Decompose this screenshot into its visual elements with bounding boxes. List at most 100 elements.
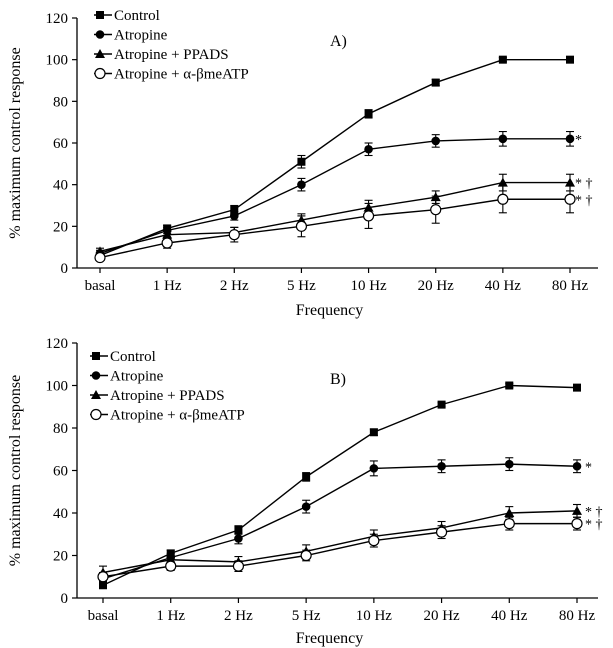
legend-marker [95, 30, 105, 39]
series-line [102, 510, 578, 574]
data-point [566, 55, 574, 64]
data-point [228, 229, 240, 241]
series-line [102, 463, 578, 580]
data-point [234, 534, 243, 543]
data-point [165, 560, 177, 572]
significance-label: * † [585, 505, 603, 520]
y-tick-label: 60 [53, 136, 68, 152]
data-point [234, 526, 243, 534]
x-tick-label: 1 Hz [156, 608, 185, 624]
x-tick-label: 5 Hz [287, 278, 316, 294]
legend-entry: Control [90, 349, 156, 365]
data-point [162, 229, 173, 239]
legend-marker [91, 390, 101, 399]
data-point [498, 55, 507, 64]
x-tick-label: 10 Hz [356, 608, 393, 624]
significance-label: * † [575, 177, 593, 192]
x-tick-label: 40 Hz [491, 608, 528, 624]
x-tick-label: 1 Hz [153, 278, 182, 294]
series-4: * † [97, 516, 603, 583]
x-tick-label: 2 Hz [224, 608, 253, 624]
panel-label: A) [330, 33, 347, 50]
x-tick-label: 20 Hz [423, 608, 460, 624]
data-point [431, 136, 441, 146]
legend-entry: Atropine [90, 369, 164, 385]
legend-marker [96, 11, 104, 19]
legend-label: Atropine + α-βmeATP [110, 408, 245, 424]
data-point [573, 383, 581, 392]
chart-panel-1: 0 20 40 60 80 100 120 basal 1 Hz 2 Hz 5 Hz 10 Hz 20 … [7, 8, 598, 319]
data-point [230, 205, 239, 214]
data-point [430, 204, 442, 216]
data-point [97, 571, 109, 583]
x-tick-label: 40 Hz [485, 278, 522, 294]
legend-label: Control [114, 8, 160, 24]
series-4: * † [94, 185, 593, 264]
data-point [362, 210, 375, 222]
series-2: * [98, 457, 592, 584]
y-axis-label: % maximum control response [7, 47, 24, 239]
data-point [565, 134, 575, 144]
significance-label: * † [585, 518, 603, 533]
series-line [99, 58, 570, 257]
panel-label: B) [330, 371, 346, 388]
legend-marker [95, 49, 105, 58]
y-axis-label: % maximum control response [7, 375, 24, 567]
data-point [505, 381, 514, 390]
x-tick-label: basal [88, 608, 119, 624]
legend-label: Atropine [110, 369, 164, 385]
y-tick-label: 40 [53, 506, 68, 522]
data-point [368, 535, 380, 547]
legend-marker [92, 352, 100, 360]
legend-marker [91, 371, 101, 380]
data-point [364, 109, 373, 118]
data-point [161, 237, 173, 249]
legend-entry: Atropine + α-βmeATP [90, 408, 245, 424]
data-point [431, 78, 440, 87]
x-tick-label: basal [85, 278, 116, 294]
series-line [99, 138, 570, 255]
data-point [497, 193, 509, 205]
data-point [571, 518, 583, 530]
data-point [504, 459, 514, 469]
y-tick-label: 20 [53, 549, 68, 565]
x-tick-label: 20 Hz [418, 278, 455, 294]
x-axis-label: Frequency [296, 302, 364, 319]
y-tick-label: 80 [53, 94, 68, 110]
y-tick-label: 20 [53, 219, 68, 235]
data-point [364, 144, 373, 154]
series-line [102, 522, 577, 578]
data-point [503, 518, 515, 530]
legend-marker [90, 408, 102, 421]
data-point [94, 251, 106, 264]
legend-entry: Atropine [94, 28, 168, 44]
chart-panel-2: 0 20 40 60 80 100 120 basal 1 Hz 2 Hz 5 Hz 10 Hz 20 … [7, 336, 603, 647]
significance-label: * [575, 133, 582, 148]
data-point [564, 193, 576, 205]
data-point [302, 472, 311, 481]
x-tick-label: 5 Hz [292, 608, 321, 624]
x-tick-label: 80 Hz [559, 608, 596, 624]
legend-label: Atropine + PPADS [110, 388, 225, 404]
data-point [297, 157, 306, 166]
x-tick-label: 80 Hz [552, 278, 589, 294]
y-tick-label: 60 [53, 464, 68, 480]
y-tick-label: 100 [46, 53, 69, 69]
data-point [565, 177, 575, 187]
legend-label: Atropine + α-βmeATP [114, 67, 249, 83]
series-1 [99, 381, 581, 590]
y-tick-label: 120 [46, 336, 69, 352]
y-tick-label: 80 [53, 421, 68, 437]
legend-label: Atropine [114, 28, 168, 44]
significance-label: * † [575, 193, 593, 208]
data-point [437, 400, 446, 409]
series-line [102, 384, 578, 586]
data-point [497, 177, 508, 187]
legend-entry: Atropine + PPADS [90, 388, 225, 404]
y-tick-label: 0 [61, 591, 69, 607]
data-point [301, 502, 311, 511]
significance-label: * [585, 460, 592, 475]
x-tick-label: 10 Hz [350, 278, 387, 294]
data-point [297, 180, 306, 189]
